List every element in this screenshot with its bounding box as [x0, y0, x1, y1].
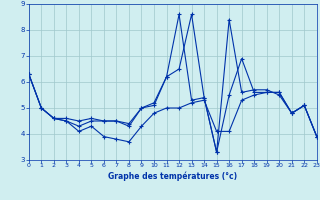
X-axis label: Graphe des températures (°c): Graphe des températures (°c) [108, 171, 237, 181]
